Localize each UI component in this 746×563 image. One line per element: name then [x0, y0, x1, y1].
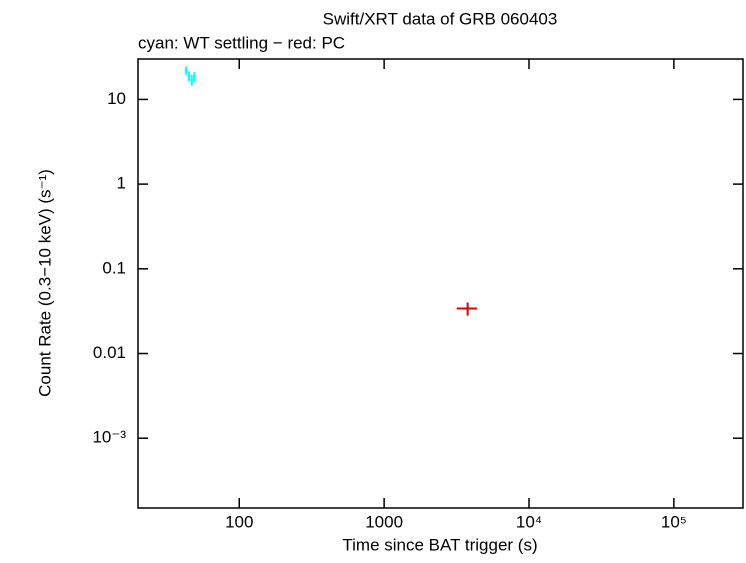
y-tick-label: 10 [107, 89, 126, 108]
chart-subtitle: cyan: WT settling − red: PC [138, 33, 345, 52]
y-tick-label: 10⁻³ [92, 428, 126, 447]
plot-frame [137, 58, 744, 509]
y-tick-label: 1 [117, 174, 126, 193]
x-tick-label: 1000 [365, 512, 403, 531]
chart-title: Swift/XRT data of GRB 060403 [323, 9, 558, 28]
y-axis-label: Count Rate (0.3−10 keV) (s⁻¹) [35, 169, 54, 397]
y-tick-label: 0.01 [93, 343, 126, 362]
x-tick-label: 10⁴ [516, 512, 542, 531]
x-tick-label: 10⁵ [661, 512, 687, 531]
y-tick-label: 0.1 [102, 258, 126, 277]
x-tick-label: 100 [225, 512, 253, 531]
x-axis-label: Time since BAT trigger (s) [342, 535, 537, 554]
